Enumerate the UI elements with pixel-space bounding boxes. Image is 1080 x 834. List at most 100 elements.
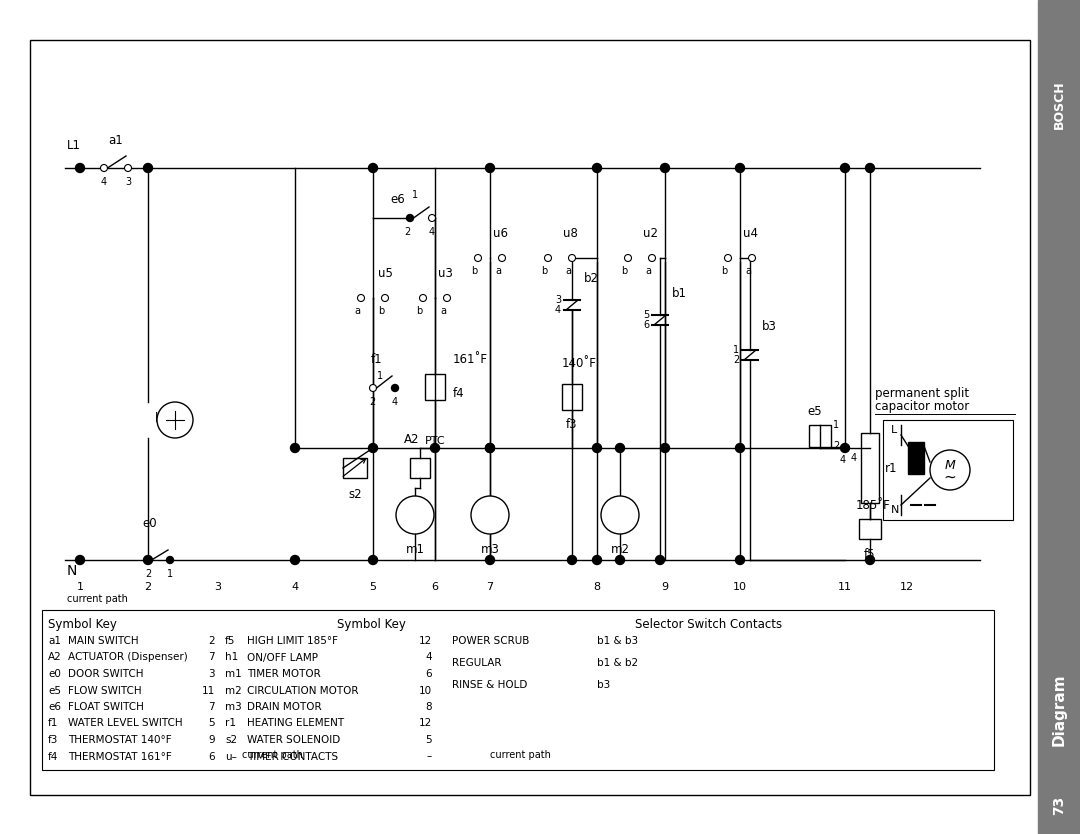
Text: 1: 1 <box>377 371 383 381</box>
Circle shape <box>735 555 744 565</box>
Text: 9: 9 <box>208 735 215 745</box>
Text: 1: 1 <box>833 420 839 430</box>
Text: POWER SCRUB: POWER SCRUB <box>453 636 529 646</box>
Text: 2: 2 <box>369 397 375 407</box>
Text: 1: 1 <box>77 582 83 592</box>
Text: 4: 4 <box>429 227 435 237</box>
Text: e6: e6 <box>390 193 405 206</box>
Circle shape <box>486 444 495 453</box>
Text: b1 & b3: b1 & b3 <box>597 636 638 646</box>
Text: 2: 2 <box>733 355 739 365</box>
Text: b: b <box>471 266 477 276</box>
Text: 2: 2 <box>404 227 410 237</box>
Text: h1: h1 <box>156 411 170 425</box>
Text: 4: 4 <box>840 455 846 465</box>
Text: PTC: PTC <box>426 436 446 446</box>
Circle shape <box>865 555 875 565</box>
Text: a1: a1 <box>108 134 123 147</box>
Text: 1: 1 <box>167 569 173 579</box>
Circle shape <box>76 555 84 565</box>
Circle shape <box>661 444 670 453</box>
Text: 8: 8 <box>426 702 432 712</box>
Circle shape <box>76 163 84 173</box>
Text: b: b <box>621 266 627 276</box>
Text: 1: 1 <box>411 190 418 200</box>
Text: u3: u3 <box>437 267 453 280</box>
Text: b: b <box>720 266 727 276</box>
Text: HIGH LIMIT 185°F: HIGH LIMIT 185°F <box>247 636 338 646</box>
Text: Symbol Key: Symbol Key <box>48 618 117 631</box>
Text: WATER LEVEL SWITCH: WATER LEVEL SWITCH <box>68 719 183 729</box>
Text: ~: ~ <box>944 470 957 485</box>
Text: A2: A2 <box>48 652 62 662</box>
Circle shape <box>145 556 151 564</box>
Text: Diagram: Diagram <box>1052 674 1067 746</box>
Text: 5: 5 <box>208 719 215 729</box>
Circle shape <box>648 254 656 262</box>
Text: f3: f3 <box>566 418 578 431</box>
Text: 140˚F: 140˚F <box>562 357 597 370</box>
Text: 2: 2 <box>145 582 151 592</box>
Text: 7: 7 <box>208 652 215 662</box>
Bar <box>410 458 430 478</box>
Circle shape <box>406 214 414 222</box>
Bar <box>1038 0 1080 834</box>
Text: 9: 9 <box>661 582 669 592</box>
Text: 3: 3 <box>208 669 215 679</box>
Circle shape <box>124 164 132 172</box>
Text: FLOW SWITCH: FLOW SWITCH <box>68 686 141 696</box>
Text: e0: e0 <box>48 669 60 679</box>
Circle shape <box>568 254 576 262</box>
Circle shape <box>593 555 602 565</box>
Bar <box>883 420 1013 520</box>
Circle shape <box>144 555 152 565</box>
Text: e5: e5 <box>48 686 60 696</box>
Text: 12: 12 <box>419 636 432 646</box>
Text: BOSCH: BOSCH <box>1053 81 1066 129</box>
Text: capacitor motor: capacitor motor <box>875 400 969 413</box>
Text: FLOAT SWITCH: FLOAT SWITCH <box>68 702 144 712</box>
Bar <box>809 425 831 447</box>
Circle shape <box>368 163 378 173</box>
Text: 6: 6 <box>643 320 649 330</box>
Text: b: b <box>416 306 422 316</box>
Text: Symbol Key: Symbol Key <box>337 618 406 631</box>
Circle shape <box>144 163 152 173</box>
Text: 10: 10 <box>733 582 747 592</box>
Text: ON/OFF LAMP: ON/OFF LAMP <box>247 652 318 662</box>
Text: b1 & b2: b1 & b2 <box>597 658 638 668</box>
Text: current path: current path <box>242 750 302 760</box>
Text: 4: 4 <box>392 397 399 407</box>
Text: L1: L1 <box>67 139 81 152</box>
Text: r1: r1 <box>225 719 237 729</box>
Text: 2: 2 <box>208 636 215 646</box>
Circle shape <box>291 444 299 453</box>
Circle shape <box>486 444 495 453</box>
Circle shape <box>735 163 744 173</box>
Text: f4: f4 <box>48 751 58 761</box>
Text: ~: ~ <box>484 515 497 530</box>
Circle shape <box>157 402 193 438</box>
Text: TIMER MOTOR: TIMER MOTOR <box>247 669 321 679</box>
Text: 11: 11 <box>202 686 215 696</box>
Bar <box>859 519 881 539</box>
Circle shape <box>100 164 108 172</box>
Circle shape <box>391 384 399 391</box>
Text: THERMOSTAT 140°F: THERMOSTAT 140°F <box>68 735 172 745</box>
Circle shape <box>419 294 427 302</box>
Text: –: – <box>427 751 432 761</box>
Text: a: a <box>495 266 501 276</box>
Text: 185˚F: 185˚F <box>856 499 891 512</box>
Text: 3: 3 <box>555 295 562 305</box>
Text: b: b <box>378 306 384 316</box>
Text: 4: 4 <box>555 305 562 315</box>
Text: 7: 7 <box>486 582 494 592</box>
Text: m3: m3 <box>481 543 499 556</box>
Circle shape <box>431 444 440 453</box>
Text: 12: 12 <box>900 582 914 592</box>
Text: e6: e6 <box>48 702 60 712</box>
Text: f5: f5 <box>864 548 876 561</box>
Text: b3: b3 <box>597 680 610 690</box>
Circle shape <box>471 496 509 534</box>
Circle shape <box>616 444 624 453</box>
